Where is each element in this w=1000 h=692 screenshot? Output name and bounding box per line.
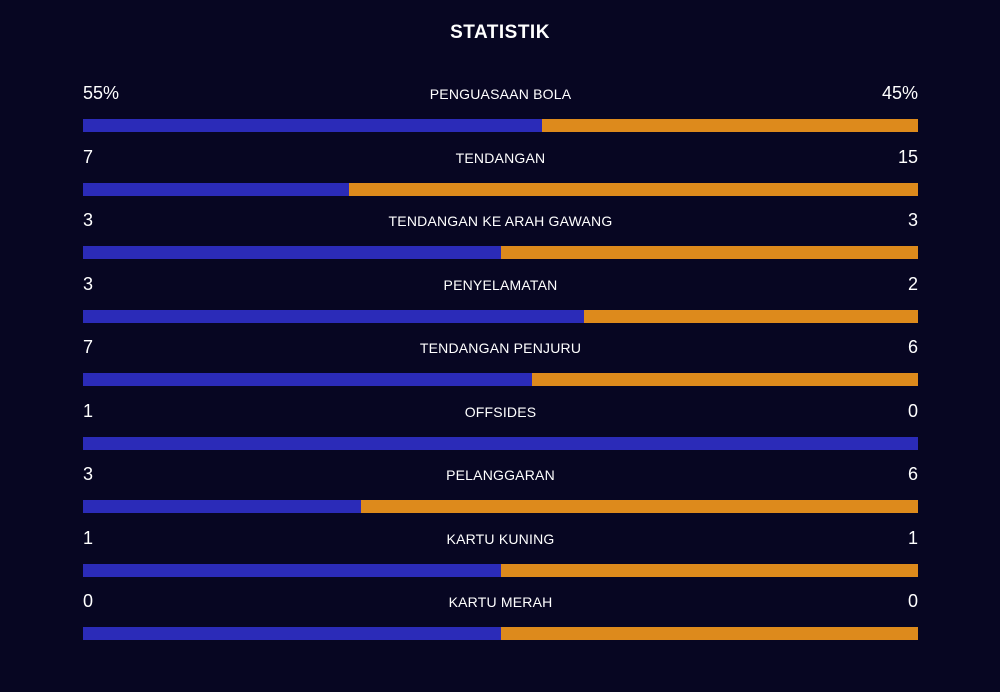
stat-row-penguasaan-bola: 55% PENGUASAAN BOLA 45% [83, 80, 918, 144]
comparison-bar [83, 563, 918, 577]
away-value: 45% [881, 83, 918, 103]
stat-header: 0 KARTU MERAH 0 [83, 588, 918, 614]
page-title: STATISTIK [450, 22, 550, 43]
home-bar-fill [83, 119, 543, 132]
home-bar-fill [83, 436, 918, 450]
comparison-bar [83, 373, 918, 386]
stat-row-tendangan: 7 TENDANGAN 15 [83, 144, 918, 208]
home-bar-fill [83, 309, 584, 323]
home-bar-fill [83, 246, 501, 259]
home-bar-fill [83, 373, 533, 386]
away-bar-fill [348, 182, 918, 196]
stat-row-offsides: 1 OFFSIDES 0 [83, 398, 918, 462]
stats-list: 55% PENGUASAAN BOLA 45% 7 TENDANGAN 15 [83, 80, 918, 652]
stat-row-tendangan-ke-arah-gawang: 3 TENDANGAN KE ARAH GAWANG 3 [83, 207, 918, 271]
home-value: 7 [83, 146, 94, 167]
stat-header: 7 TENDANGAN PENJURU 6 [83, 334, 918, 360]
stat-row-penyelamatan: 3 PENYELAMATAN 2 [83, 271, 918, 335]
home-value: 55% [83, 83, 120, 103]
stat-header: 3 TENDANGAN KE ARAH GAWANG 3 [83, 207, 918, 233]
home-value: 1 [83, 527, 94, 548]
comparison-bar [83, 119, 918, 132]
comparison-bar [83, 182, 918, 196]
home-bar-fill [83, 182, 349, 196]
stat-header: 1 OFFSIDES 0 [83, 398, 918, 424]
home-bar-fill [83, 563, 501, 577]
away-bar-fill [532, 373, 918, 386]
stat-header: 3 PELANGGARAN 6 [83, 461, 918, 487]
stat-label: TENDANGAN PENJURU [419, 340, 582, 356]
stat-label: OFFSIDES [464, 403, 537, 420]
away-value: 3 [907, 210, 918, 230]
away-value: 0 [907, 591, 918, 611]
stat-row-kartu-merah: 0 KARTU MERAH 0 [83, 588, 918, 652]
stat-label: KARTU MERAH [448, 594, 553, 610]
home-bar-fill [83, 500, 362, 513]
stat-label: PELANGGARAN [446, 467, 555, 483]
away-bar-fill [500, 627, 918, 640]
comparison-bar [83, 246, 918, 259]
away-bar-fill [542, 119, 918, 132]
comparison-bar [83, 500, 918, 513]
home-value: 3 [83, 464, 94, 484]
comparison-bar [83, 627, 918, 640]
comparison-bar [83, 436, 918, 450]
stat-header: 1 KARTU KUNING 1 [83, 525, 918, 551]
home-bar-fill [83, 627, 501, 640]
stat-header: 3 PENYELAMATAN 2 [83, 271, 918, 297]
away-value: 1 [907, 527, 918, 548]
stat-label: TENDANGAN KE ARAH GAWANG [388, 213, 613, 229]
stat-row-pelanggaran: 3 PELANGGARAN 6 [83, 461, 918, 525]
stat-label: KARTU KUNING [446, 530, 555, 547]
away-value: 15 [897, 146, 918, 167]
away-value: 6 [907, 464, 918, 484]
stat-row-kartu-kuning: 1 KARTU KUNING 1 [83, 525, 918, 589]
stat-row-tendangan-penjuru: 7 TENDANGAN PENJURU 6 [83, 334, 918, 398]
home-value: 0 [83, 591, 94, 611]
away-bar-fill [500, 246, 918, 259]
away-value: 2 [907, 273, 918, 294]
home-value: 3 [83, 273, 94, 294]
comparison-bar [83, 309, 918, 323]
home-value: 1 [83, 400, 94, 421]
stat-label: TENDANGAN [455, 149, 546, 166]
away-value: 0 [907, 400, 918, 421]
stat-label: PENYELAMATAN [443, 276, 558, 293]
stat-label: PENGUASAAN BOLA [429, 86, 572, 102]
away-bar-fill [361, 500, 918, 513]
away-bar-fill [584, 309, 918, 323]
home-value: 3 [83, 210, 94, 230]
stat-header: 55% PENGUASAAN BOLA 45% [83, 80, 918, 106]
away-bar-fill [500, 563, 918, 577]
away-value: 6 [907, 337, 918, 357]
home-value: 7 [83, 337, 94, 357]
stat-header: 7 TENDANGAN 15 [83, 144, 918, 170]
